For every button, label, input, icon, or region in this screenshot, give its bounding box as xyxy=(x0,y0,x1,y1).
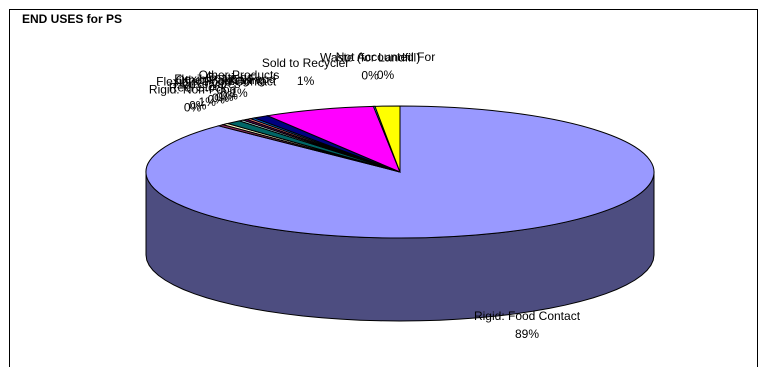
label-rigid-food-contact: Rigid: Food Contact xyxy=(474,309,581,323)
label-flexible-food-contact: Flexible: Food Contact xyxy=(156,74,277,88)
value-label-flexible-non-food: 0% xyxy=(216,90,234,104)
value-label-housewares: 1% xyxy=(199,95,217,109)
chart-title: END USES for PS xyxy=(22,12,123,26)
label-not-accounted-for: Not Accounted For xyxy=(336,50,435,64)
value-label-flexible-food-contact: 0% xyxy=(208,92,226,106)
value-label-not-accounted-for: 0% xyxy=(377,68,395,82)
value-label-sold-to-recycler: 1% xyxy=(297,74,315,88)
label-other-packaging: Other Packaging xyxy=(176,73,265,87)
value-label-other-packaging: 0% xyxy=(212,91,230,105)
value-label-reel-stock: 0% xyxy=(189,98,207,112)
pie-slice-not-accounted-for xyxy=(374,105,401,173)
label-flexible-non-food: Flexible: Non-Food xyxy=(174,72,275,86)
label-housewares: Housewares xyxy=(174,77,241,91)
label-sold-to-recycler: Sold to Recycler xyxy=(262,56,349,70)
label-rigid-non-food: Rigid: Non-Food xyxy=(149,82,236,96)
label-other-products: Other Products xyxy=(199,68,280,82)
value-label-rigid-food-contact: 89% xyxy=(515,327,539,341)
label-waste-for-landfill-: Waste (for Landfill) xyxy=(320,51,420,65)
value-label-waste-for-landfill-: 0% xyxy=(361,69,379,83)
value-label-rigid-non-food: 0% xyxy=(184,100,202,114)
pie-slice-sold-to-recycler xyxy=(265,105,401,173)
label-reel-stock: Reel Stock xyxy=(169,80,228,94)
label-coatings: Coatings xyxy=(206,71,253,85)
value-label-coatings: 0% xyxy=(221,89,239,103)
value-label-other-products: 1% xyxy=(230,86,248,100)
